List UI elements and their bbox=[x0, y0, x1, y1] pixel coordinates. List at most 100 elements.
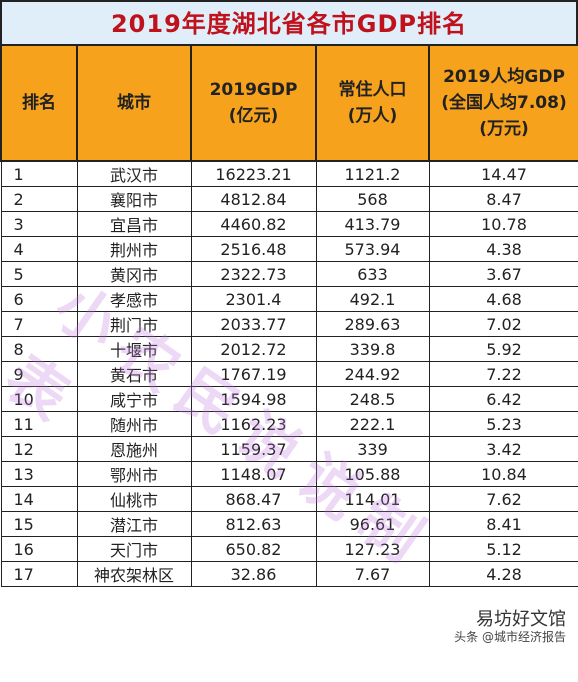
table-row: 4 荆州市 2516.48 573.94 4.38 bbox=[0, 236, 578, 262]
cell-rank: 5 bbox=[0, 261, 78, 287]
table-row: 8 十堰市 2012.72 339.8 5.92 bbox=[0, 336, 578, 362]
header-pop-line2: (万人) bbox=[347, 106, 398, 126]
cell-rank: 6 bbox=[0, 286, 78, 312]
cell-rank: 7 bbox=[0, 311, 78, 337]
cell-city: 孝感市 bbox=[76, 286, 192, 312]
cell-city: 天门市 bbox=[76, 536, 192, 562]
table-row: 16 天门市 650.82 127.23 5.12 bbox=[0, 536, 578, 562]
cell-per-capita-gdp: 7.22 bbox=[428, 361, 578, 387]
cell-population: 244.92 bbox=[315, 361, 430, 387]
cell-per-capita-gdp: 5.92 bbox=[428, 336, 578, 362]
cell-population: 289.63 bbox=[315, 311, 430, 337]
cell-per-capita-gdp: 4.68 bbox=[428, 286, 578, 312]
header-city: 城市 bbox=[76, 44, 192, 162]
table-row: 10 咸宁市 1594.98 248.5 6.42 bbox=[0, 386, 578, 412]
cell-city: 武汉市 bbox=[76, 160, 192, 187]
cell-per-capita-gdp: 5.23 bbox=[428, 411, 578, 437]
cell-gdp: 2516.48 bbox=[190, 236, 317, 262]
table-row: 13 鄂州市 1148.07 105.88 10.84 bbox=[0, 461, 578, 487]
header-rank: 排名 bbox=[0, 44, 78, 162]
cell-per-capita-gdp: 10.78 bbox=[428, 211, 578, 237]
badge-line2: 头条 @城市经济报告 bbox=[454, 630, 566, 644]
cell-population: 1121.2 bbox=[315, 160, 430, 187]
table-row: 14 仙桃市 868.47 114.01 7.62 bbox=[0, 486, 578, 512]
cell-gdp: 812.63 bbox=[190, 511, 317, 537]
table-row: 12 恩施州 1159.37 339 3.42 bbox=[0, 436, 578, 462]
cell-population: 633 bbox=[315, 261, 430, 287]
cell-city: 潜江市 bbox=[76, 511, 192, 537]
cell-gdp: 1148.07 bbox=[190, 461, 317, 487]
table-header-row: 排名 城市 2019GDP (亿元) 常住人口 (万人) 2019人均GDP (… bbox=[0, 44, 578, 162]
cell-per-capita-gdp: 14.47 bbox=[428, 160, 578, 187]
gdp-table: 排名 城市 2019GDP (亿元) 常住人口 (万人) 2019人均GDP (… bbox=[0, 44, 578, 587]
cell-gdp: 2322.73 bbox=[190, 261, 317, 287]
cell-population: 339.8 bbox=[315, 336, 430, 362]
cell-per-capita-gdp: 7.02 bbox=[428, 311, 578, 337]
cell-city: 神农架林区 bbox=[76, 561, 192, 587]
cell-rank: 3 bbox=[0, 211, 78, 237]
cell-rank: 4 bbox=[0, 236, 78, 262]
cell-rank: 2 bbox=[0, 186, 78, 212]
cell-per-capita-gdp: 4.28 bbox=[428, 561, 578, 587]
cell-per-capita-gdp: 3.67 bbox=[428, 261, 578, 287]
cell-population: 7.67 bbox=[315, 561, 430, 587]
cell-per-capita-gdp: 3.42 bbox=[428, 436, 578, 462]
header-population: 常住人口 (万人) bbox=[315, 44, 430, 162]
cell-population: 248.5 bbox=[315, 386, 430, 412]
source-badge: 易坊好文馆 头条 @城市经济报告 bbox=[448, 608, 572, 646]
cell-city: 十堰市 bbox=[76, 336, 192, 362]
cell-gdp: 32.86 bbox=[190, 561, 317, 587]
cell-population: 339 bbox=[315, 436, 430, 462]
header-per-capita-gdp: 2019人均GDP (全国人均7.08) (万元) bbox=[428, 44, 578, 162]
table-row: 2 襄阳市 4812.84 568 8.47 bbox=[0, 186, 578, 212]
cell-gdp: 650.82 bbox=[190, 536, 317, 562]
badge-line1: 易坊好文馆 bbox=[476, 609, 566, 630]
cell-rank: 1 bbox=[0, 160, 78, 187]
cell-population: 96.61 bbox=[315, 511, 430, 537]
table-row: 5 黄冈市 2322.73 633 3.67 bbox=[0, 261, 578, 287]
table-row: 9 黄石市 1767.19 244.92 7.22 bbox=[0, 361, 578, 387]
cell-rank: 8 bbox=[0, 336, 78, 362]
cell-population: 127.23 bbox=[315, 536, 430, 562]
cell-city: 黄石市 bbox=[76, 361, 192, 387]
cell-gdp: 4812.84 bbox=[190, 186, 317, 212]
cell-gdp: 2012.72 bbox=[190, 336, 317, 362]
cell-city: 荆门市 bbox=[76, 311, 192, 337]
header-gdp-line2: (亿元) bbox=[228, 106, 279, 126]
cell-gdp: 1159.37 bbox=[190, 436, 317, 462]
cell-city: 随州市 bbox=[76, 411, 192, 437]
cell-per-capita-gdp: 6.42 bbox=[428, 386, 578, 412]
cell-rank: 17 bbox=[0, 561, 78, 587]
cell-gdp: 4460.82 bbox=[190, 211, 317, 237]
table-row: 6 孝感市 2301.4 492.1 4.68 bbox=[0, 286, 578, 312]
cell-gdp: 868.47 bbox=[190, 486, 317, 512]
cell-rank: 9 bbox=[0, 361, 78, 387]
table-row: 17 神农架林区 32.86 7.67 4.28 bbox=[0, 561, 578, 587]
header-gdp-line1: 2019GDP bbox=[209, 80, 298, 100]
cell-city: 咸宁市 bbox=[76, 386, 192, 412]
cell-per-capita-gdp: 10.84 bbox=[428, 461, 578, 487]
cell-population: 114.01 bbox=[315, 486, 430, 512]
cell-rank: 16 bbox=[0, 536, 78, 562]
cell-per-capita-gdp: 5.12 bbox=[428, 536, 578, 562]
cell-per-capita-gdp: 7.62 bbox=[428, 486, 578, 512]
header-pc-line2: (全国人均7.08) bbox=[441, 93, 567, 113]
cell-city: 鄂州市 bbox=[76, 461, 192, 487]
header-pc-line1: 2019人均GDP bbox=[443, 67, 565, 87]
cell-population: 413.79 bbox=[315, 211, 430, 237]
cell-gdp: 1594.98 bbox=[190, 386, 317, 412]
cell-per-capita-gdp: 4.38 bbox=[428, 236, 578, 262]
cell-rank: 12 bbox=[0, 436, 78, 462]
cell-rank: 14 bbox=[0, 486, 78, 512]
cell-rank: 13 bbox=[0, 461, 78, 487]
cell-rank: 15 bbox=[0, 511, 78, 537]
cell-population: 105.88 bbox=[315, 461, 430, 487]
cell-gdp: 16223.21 bbox=[190, 160, 317, 187]
cell-city: 荆州市 bbox=[76, 236, 192, 262]
table-row: 15 潜江市 812.63 96.61 8.41 bbox=[0, 511, 578, 537]
cell-population: 222.1 bbox=[315, 411, 430, 437]
cell-city: 黄冈市 bbox=[76, 261, 192, 287]
table-row: 11 随州市 1162.23 222.1 5.23 bbox=[0, 411, 578, 437]
table-body: 1 武汉市 16223.21 1121.2 14.47 2 襄阳市 4812.84 568 8.4… bbox=[0, 160, 578, 587]
cell-gdp: 2033.77 bbox=[190, 311, 317, 337]
